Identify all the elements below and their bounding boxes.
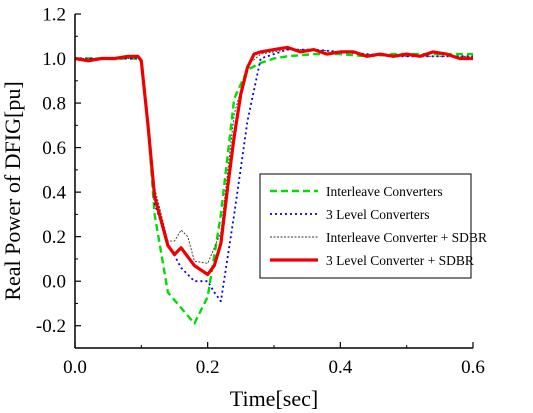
legend-label: 3 Level Converters (326, 207, 429, 222)
x-tick-label: 0.2 (196, 357, 220, 378)
legend-label: 3 Level Converter + SDBR (326, 253, 474, 268)
x-tick-label: 0.6 (461, 357, 485, 378)
legend: Interleave Converters 3 Level Converters I… (259, 173, 487, 279)
y-tick-label: 1.0 (42, 49, 66, 70)
x-axis-title: Time[sec] (230, 386, 318, 411)
y-tick-label: 0.6 (42, 138, 66, 159)
x-tick-label: 0.4 (328, 357, 352, 378)
legend-label: Interleave Converters (326, 184, 443, 199)
y-tick-label: 0.2 (42, 227, 66, 248)
legend-label: Interleave Converter + SDBR (326, 230, 487, 245)
y-axis-title: Real Power of DFIG[pu] (0, 81, 25, 300)
series-line-3-level-converter-sdbr (74, 45, 473, 277)
y-axis-ticks: -0.2 0.0 0.2 0.4 0.6 0.8 1.0 1.2 (36, 5, 81, 337)
y-tick-label: 1.2 (42, 5, 66, 26)
y-tick-label: 0.4 (42, 183, 66, 204)
y-tick-label: -0.2 (36, 316, 66, 337)
x-tick-label: 0.0 (63, 357, 87, 378)
x-axis-ticks: 0.0 0.2 0.4 0.6 (63, 342, 485, 378)
y-tick-label: 0.8 (42, 94, 66, 115)
series-layer (74, 45, 473, 325)
y-tick-label: 0.0 (42, 272, 66, 293)
